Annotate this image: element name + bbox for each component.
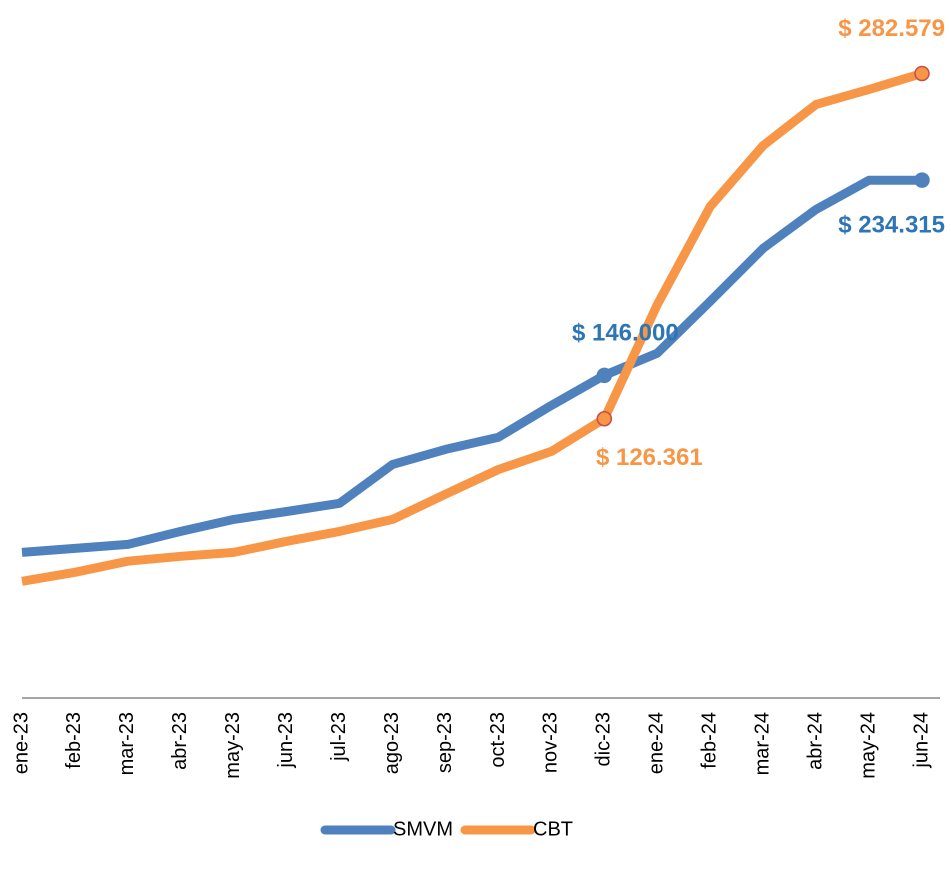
x-tick-label: jun-23 bbox=[275, 712, 297, 769]
point-marker bbox=[914, 65, 930, 82]
x-tick-label: jul-23 bbox=[328, 712, 350, 762]
x-tick-label: ene-24 bbox=[646, 712, 668, 774]
data-label: $ 126.361 bbox=[596, 444, 703, 471]
x-tick-label: feb-23 bbox=[63, 712, 85, 769]
x-tick-label: oct-23 bbox=[487, 712, 509, 768]
x-tick-label: mar-24 bbox=[751, 712, 773, 775]
x-tick-label: abr-23 bbox=[169, 712, 191, 770]
x-tick-label: ene-23 bbox=[10, 712, 32, 774]
x-tick-label: feb-24 bbox=[699, 712, 721, 769]
x-tick-label: nov-23 bbox=[540, 712, 562, 773]
x-tick-label: abr-24 bbox=[804, 712, 826, 770]
data-label: $ 234.315 bbox=[838, 212, 945, 239]
legend-label: SMVM bbox=[393, 818, 453, 840]
x-tick-label: ago-23 bbox=[381, 712, 403, 774]
legend-label: CBT bbox=[533, 818, 573, 840]
legend: SMVM CBT bbox=[320, 818, 573, 840]
point-marker bbox=[596, 367, 613, 384]
data-label: $ 146.000 bbox=[572, 320, 679, 347]
point-marker bbox=[596, 410, 613, 427]
x-tick-label: may-23 bbox=[222, 712, 244, 779]
data-label: $ 282.579 bbox=[838, 15, 945, 42]
x-tick-label: sep-23 bbox=[434, 712, 456, 773]
series-line bbox=[21, 175, 922, 557]
x-tick-label: dic-23 bbox=[593, 712, 615, 766]
x-tick-label: may-24 bbox=[857, 712, 879, 779]
x-tick-label: mar-23 bbox=[116, 712, 138, 775]
point-marker bbox=[914, 172, 930, 188]
x-tick-label: jun-24 bbox=[910, 712, 932, 769]
series-line bbox=[21, 69, 924, 586]
